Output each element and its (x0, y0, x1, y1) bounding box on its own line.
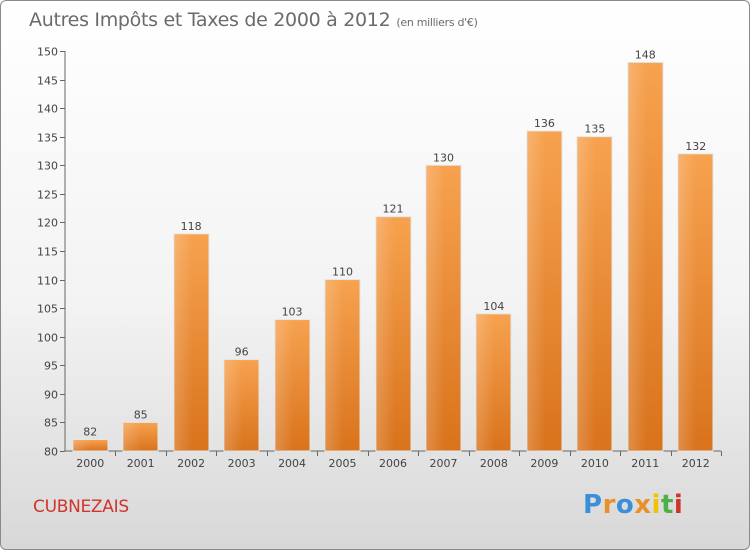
y-tick-label: 145 (37, 75, 58, 88)
y-tick-label: 150 (37, 46, 58, 59)
value-label-2007: 130 (433, 151, 454, 164)
y-tick-label: 115 (37, 246, 58, 259)
y-tick-label: 85 (44, 417, 58, 430)
x-tick-label: 2002 (177, 457, 205, 470)
x-tick-label: 2000 (76, 457, 104, 470)
x-tick-label: 2005 (329, 457, 357, 470)
chart-unit: (en milliers d'€) (396, 16, 478, 29)
logo-letter: o (615, 490, 635, 520)
chart-title-text: Autres Impôts et Taxes de 2000 à 2012 (29, 9, 391, 31)
logo-letter: t (660, 490, 674, 520)
value-label-2001: 85 (134, 408, 148, 421)
y-tick-label: 130 (37, 160, 58, 173)
value-label-2010: 135 (584, 123, 605, 136)
y-tick-label: 105 (37, 303, 58, 316)
y-tick-label: 140 (37, 103, 58, 116)
bar-highlight (276, 320, 294, 450)
logo-letter: x (634, 490, 652, 520)
y-tick-label: 90 (44, 389, 58, 402)
bar-highlight (326, 280, 344, 450)
value-label-2006: 121 (383, 203, 404, 216)
x-tick-label: 2012 (682, 457, 710, 470)
x-tick-label: 2007 (429, 457, 457, 470)
y-tick-label: 125 (37, 189, 58, 202)
bar-highlight (578, 137, 596, 450)
value-label-2009: 136 (534, 117, 555, 130)
bar-highlight (679, 154, 697, 450)
value-label-2005: 110 (332, 266, 353, 279)
bars (72, 61, 714, 452)
value-label-2000: 82 (83, 426, 97, 439)
bar-highlight (124, 423, 142, 450)
commune-name: CUBNEZAIS (33, 497, 129, 517)
x-tick-label: 2009 (530, 457, 558, 470)
x-tick-label: 2011 (631, 457, 659, 470)
value-label-2012: 132 (685, 140, 706, 153)
x-tick-label: 2008 (480, 457, 508, 470)
y-tick-label: 135 (37, 132, 58, 145)
x-tick-label: 2001 (127, 457, 155, 470)
bar-highlight (477, 314, 495, 450)
proxiti-logo: Proxiti (583, 490, 683, 520)
bar-highlight (74, 440, 92, 450)
bar-highlight (528, 132, 546, 450)
bar-highlight (427, 166, 445, 451)
value-label-2002: 118 (181, 220, 202, 233)
value-labels: 82 85 118 96 103 110 121 130 104 136 135 148 132 (83, 48, 706, 438)
bar-highlight (377, 217, 395, 450)
bar-highlight (225, 360, 243, 450)
y-tick-label: 80 (44, 446, 58, 459)
x-tick-label: 2003 (228, 457, 256, 470)
value-label-2004: 103 (282, 306, 303, 319)
logo-letter: i (673, 490, 684, 520)
x-tick-label: 2004 (278, 457, 306, 470)
x-tick-label: 2010 (581, 457, 609, 470)
bar-highlight (629, 63, 647, 451)
y-tick-label: 120 (37, 217, 58, 230)
y-tick-label: 110 (37, 275, 58, 288)
logo-letter: i (651, 490, 661, 520)
bar-highlight (175, 234, 193, 450)
logo-letter: P (583, 490, 603, 520)
logo-letter: r (602, 490, 616, 520)
y-tick-label: 95 (44, 360, 58, 373)
value-label-2003: 96 (235, 346, 249, 359)
value-label-2008: 104 (483, 300, 504, 313)
y-tick-label: 100 (37, 332, 58, 345)
chart-title: Autres Impôts et Taxes de 2000 à 2012 (en… (29, 9, 478, 31)
x-tick-label: 2006 (379, 457, 407, 470)
value-label-2011: 148 (635, 48, 656, 61)
